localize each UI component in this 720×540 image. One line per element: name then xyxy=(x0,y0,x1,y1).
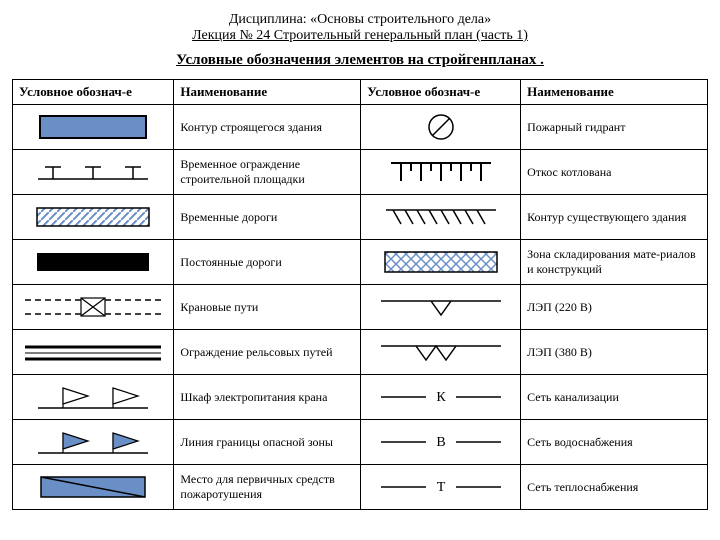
subtitle: Условные обозначения элементов на стройг… xyxy=(12,52,708,69)
symbol-lep-380 xyxy=(361,330,521,375)
symbol-sewer-line: К xyxy=(361,375,521,420)
letter-v: В xyxy=(436,435,445,450)
name-right: Зона складирования мате-риалов и констру… xyxy=(521,240,708,285)
symbol-danger-zone xyxy=(13,420,174,465)
symbol-crane-tracks xyxy=(13,285,174,330)
symbol-permanent-roads xyxy=(13,240,174,285)
symbol-existing-building xyxy=(361,195,521,240)
name-right: Откос котлована xyxy=(521,150,708,195)
name-left: Крановые пути xyxy=(174,285,361,330)
name-right: Пожарный гидрант xyxy=(521,105,708,150)
table-row: Ограждение рельсовых путей ЛЭП (380 В) xyxy=(13,330,708,375)
symbol-pit-slope xyxy=(361,150,521,195)
symbol-temp-roads xyxy=(13,195,174,240)
table-row: Контур строящегося здания Пожарный гидра… xyxy=(13,105,708,150)
name-left: Контур строящегося здания xyxy=(174,105,361,150)
table-row: Шкаф электропитания крана К Сеть канализ… xyxy=(13,375,708,420)
name-left: Линия границы опасной зоны xyxy=(174,420,361,465)
symbol-temp-fence xyxy=(13,150,174,195)
symbol-building-contour xyxy=(13,105,174,150)
name-left: Постоянные дороги xyxy=(174,240,361,285)
symbol-fire-equipment xyxy=(13,465,174,510)
name-right: Сеть водоснабжения xyxy=(521,420,708,465)
symbol-lep-220 xyxy=(361,285,521,330)
table-row: Крановые пути ЛЭП (220 В) xyxy=(13,285,708,330)
name-left: Место для первичных средств пожаротушени… xyxy=(174,465,361,510)
symbol-power-cabinet xyxy=(13,375,174,420)
col-header-2: Наименование xyxy=(174,80,361,105)
letter-k: К xyxy=(436,390,446,405)
lecture-line: Лекция № 24 Строительный генеральный пла… xyxy=(12,28,708,44)
col-header-3: Условное обознач-е xyxy=(361,80,521,105)
table-row: Линия границы опасной зоны В Сеть водосн… xyxy=(13,420,708,465)
table-row: Постоянные дороги Зона складирования мат… xyxy=(13,240,708,285)
col-header-1: Условное обознач-е xyxy=(13,80,174,105)
name-right: Сеть канализации xyxy=(521,375,708,420)
page-header: Дисциплина: «Основы строительного дела» … xyxy=(12,12,708,44)
table-row: Временные дороги Контур существующего зд… xyxy=(13,195,708,240)
name-right: ЛЭП (220 В) xyxy=(521,285,708,330)
symbol-rail-fence xyxy=(13,330,174,375)
symbol-fire-hydrant xyxy=(361,105,521,150)
name-left: Временное ограждение строительной площад… xyxy=(174,150,361,195)
table-row: Место для первичных средств пожаротушени… xyxy=(13,465,708,510)
name-left: Шкаф электропитания крана xyxy=(174,375,361,420)
name-right: Контур существующего здания xyxy=(521,195,708,240)
letter-t: Т xyxy=(436,480,445,495)
discipline-label: Дисциплина: xyxy=(229,12,307,27)
col-header-4: Наименование xyxy=(521,80,708,105)
table-row: Временное ограждение строительной площад… xyxy=(13,150,708,195)
name-right: Сеть теплоснабжения xyxy=(521,465,708,510)
symbol-water-line: В xyxy=(361,420,521,465)
name-right: ЛЭП (380 В) xyxy=(521,330,708,375)
symbol-storage-zone xyxy=(361,240,521,285)
discipline-title: «Основы строительного дела» xyxy=(310,12,491,27)
name-left: Временные дороги xyxy=(174,195,361,240)
symbol-heat-line: Т xyxy=(361,465,521,510)
legend-table: Условное обознач-е Наименование Условное… xyxy=(12,79,708,510)
name-left: Ограждение рельсовых путей xyxy=(174,330,361,375)
